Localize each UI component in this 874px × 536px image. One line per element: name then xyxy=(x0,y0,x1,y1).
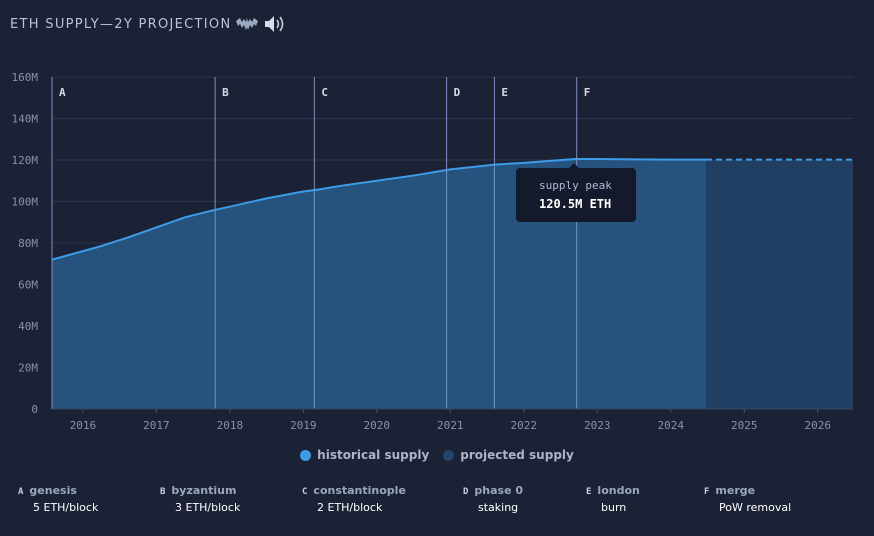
footnote-name: phase 0 xyxy=(474,484,524,497)
footnote-name: byzantium xyxy=(171,484,237,497)
x-tick-label: 2020 xyxy=(364,419,391,432)
y-tick-label: 120M xyxy=(12,154,39,167)
footnote-letter: A xyxy=(18,487,24,497)
footnote-desc: burn xyxy=(601,501,627,514)
footnote-desc: PoW removal xyxy=(719,501,792,514)
speaker-icon[interactable] xyxy=(263,13,287,35)
historical-line xyxy=(51,157,707,261)
footnote-name: merge xyxy=(715,484,756,497)
projected-area xyxy=(706,159,853,409)
x-tick-label: 2024 xyxy=(658,419,685,432)
legend-item-historical[interactable]: historical supply xyxy=(300,448,429,462)
footnote-letter: D xyxy=(463,487,469,497)
chart-title: ETH SUPPLY—2Y PROJECTION xyxy=(10,16,232,32)
footnote-desc: staking xyxy=(478,501,519,514)
legend-dot-projected xyxy=(443,449,455,461)
legend-label-projected: projected supply xyxy=(460,448,574,462)
x-tick-label: 2023 xyxy=(584,419,611,432)
y-tick-label: 20M xyxy=(18,362,38,375)
x-tick-label: 2025 xyxy=(731,419,758,432)
x-tick-label: 2016 xyxy=(70,419,97,432)
tooltip-value: 120.5M ETH xyxy=(539,197,612,211)
y-tick-label: 140M xyxy=(12,113,39,126)
x-tick-label: 2026 xyxy=(804,419,831,432)
footnote-letter: F xyxy=(704,487,710,497)
legend-item-projected[interactable]: projected supply xyxy=(443,448,574,462)
footnote-letter: E xyxy=(586,487,592,497)
y-tick-label: 100M xyxy=(12,196,39,209)
legend-dot-historical xyxy=(300,449,312,461)
legend-label-historical: historical supply xyxy=(317,448,430,462)
y-tick-label: 60M xyxy=(18,279,38,292)
annotation-markers: A B C D E F xyxy=(51,77,591,409)
marker-label-f: F xyxy=(584,86,591,99)
y-tick-label: 80M xyxy=(18,237,38,250)
x-tick-label: 2021 xyxy=(437,419,464,432)
chart-legend: historical supply projected supply xyxy=(0,448,874,462)
footnote-name: london xyxy=(597,484,640,497)
y-tick-label: 0 xyxy=(31,403,38,416)
y-tick-label: 40M xyxy=(18,320,38,333)
footnote-letter: C xyxy=(302,487,308,497)
marker-label-d: D xyxy=(454,86,461,99)
footnote-desc: 3 ETH/block xyxy=(175,501,241,514)
marker-label-a: A xyxy=(59,86,66,99)
footnote-letter: B xyxy=(160,487,166,497)
marker-label-c: C xyxy=(321,86,328,99)
x-tick-label: 2019 xyxy=(290,419,317,432)
tooltip-label: supply peak xyxy=(539,179,612,192)
x-tick-label: 2017 xyxy=(143,419,170,432)
bat-icon[interactable] xyxy=(235,13,259,35)
footnote-desc: 5 ETH/block xyxy=(33,501,99,514)
x-tick-label: 2018 xyxy=(217,419,244,432)
marker-label-e: E xyxy=(501,86,508,99)
marker-label-b: B xyxy=(222,86,229,99)
footnote-name: genesis xyxy=(29,484,77,497)
y-tick-label: 160M xyxy=(12,71,39,84)
area-layer xyxy=(51,157,853,409)
axis-labels: 0 20M 40M 60M 80M 100M 120M 140M 160M 2016 2017 201… xyxy=(12,71,853,432)
footnote-desc: 2 ETH/block xyxy=(317,501,383,514)
peak-tooltip: supply peak 120.5M ETH xyxy=(516,163,636,222)
footnote-name: constantinople xyxy=(313,484,406,497)
chart-header: ETH SUPPLY—2Y PROJECTION xyxy=(10,12,287,36)
x-tick-label: 2022 xyxy=(511,419,538,432)
supply-chart: A B C D E F 0 20M 40M 60M 80M 100M 120M 140M 160M 2016… xyxy=(12,71,853,432)
